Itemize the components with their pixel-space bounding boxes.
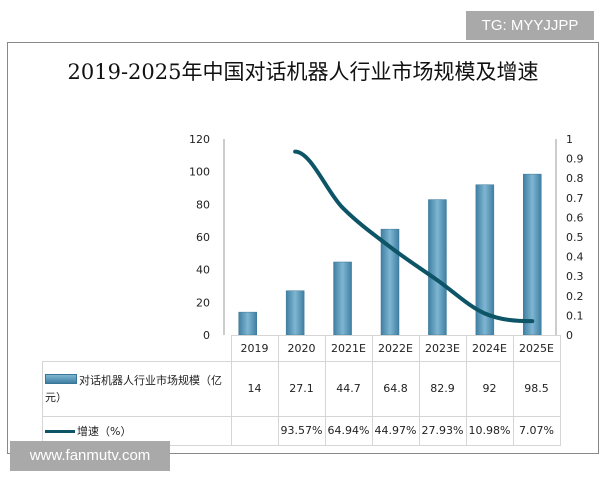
right-tick-label: 0.2 <box>566 290 584 303</box>
growth-value-label: 44.97% <box>371 415 420 446</box>
left-tick-label: 0 <box>203 329 210 342</box>
category-label: 2021E <box>324 335 373 362</box>
growth-value-label <box>230 415 279 446</box>
bar-value-label: 44.7 <box>324 360 373 417</box>
bar <box>333 261 352 336</box>
left-tick-label: 60 <box>196 231 210 244</box>
right-tick-label: 0.8 <box>566 172 584 185</box>
bar <box>285 290 305 336</box>
growth-value-label: 7.07% <box>512 415 561 446</box>
legend-line-label: 增速（%） <box>77 424 132 438</box>
right-tick-label: 0.4 <box>566 251 584 264</box>
growth-value-label: 93.57% <box>277 415 326 446</box>
legend-line-swatch <box>45 430 75 433</box>
right-tick-label: 0 <box>566 329 573 342</box>
category-label: 2024E <box>465 335 514 362</box>
right-tick-label: 0.5 <box>566 231 584 244</box>
category-label: 2020 <box>277 335 326 362</box>
category-label: 2025E <box>512 335 561 362</box>
category-label: 2022E <box>371 335 420 362</box>
chart-title: 2019-2025年中国对话机器人行业市场规模及增速 <box>67 60 539 84</box>
bar-value-label: 82.9 <box>418 360 467 417</box>
bar-value-label: 98.5 <box>512 360 561 417</box>
category-label: 2019 <box>230 335 279 362</box>
bar <box>238 311 257 336</box>
bar-value-label: 14 <box>230 360 279 417</box>
chart-plot: 0 20 40 60 80 100 120 0 0.1 0.2 0.3 0.4 0.5 0.6 0.7 0.8… <box>189 133 584 342</box>
legend-bar: 对话机器人行业市场规模（亿元） <box>42 360 232 417</box>
bar <box>523 173 542 336</box>
right-tick-label: 0.9 <box>566 153 584 166</box>
chart-frame: 2019-2025年中国对话机器人行业市场规模及增速 0 20 40 60 80 100 1… <box>7 42 599 454</box>
growth-value-label: 10.98% <box>465 415 514 446</box>
watermark-bottom: www.fanmutv.com <box>10 441 170 471</box>
right-tick-label: 0.3 <box>566 270 584 283</box>
legend-bar-swatch <box>45 373 77 384</box>
watermark-top: TG: MYYJJPP <box>466 11 594 40</box>
category-label: 2023E <box>418 335 467 362</box>
left-tick-label: 100 <box>189 166 210 179</box>
bar-value-label: 64.8 <box>371 360 420 417</box>
bar <box>475 184 495 336</box>
left-tick-label: 120 <box>189 133 210 146</box>
growth-value-label: 27.93% <box>418 415 467 446</box>
left-tick-label: 20 <box>196 296 210 309</box>
left-tick-label: 80 <box>196 198 210 211</box>
bar-value-label: 92 <box>465 360 514 417</box>
left-tick-label: 40 <box>196 264 210 277</box>
legend-bar-label: 对话机器人行业市场规模（亿元） <box>45 373 222 404</box>
bar <box>380 228 400 336</box>
growth-line <box>293 149 535 324</box>
legend-line: 增速（%） <box>42 415 232 446</box>
right-tick-label: 0.6 <box>566 211 584 224</box>
growth-value-label: 64.94% <box>324 415 373 446</box>
right-tick-label: 0.7 <box>566 192 584 205</box>
bar-value-label: 27.1 <box>277 360 326 417</box>
bar <box>428 199 447 336</box>
right-tick-label: 1 <box>566 133 573 146</box>
data-table: 2019 2020 2021E 2022E 2023E 2024E 2025E 对话机器人行业… <box>42 335 561 446</box>
right-tick-label: 0.1 <box>566 309 584 322</box>
